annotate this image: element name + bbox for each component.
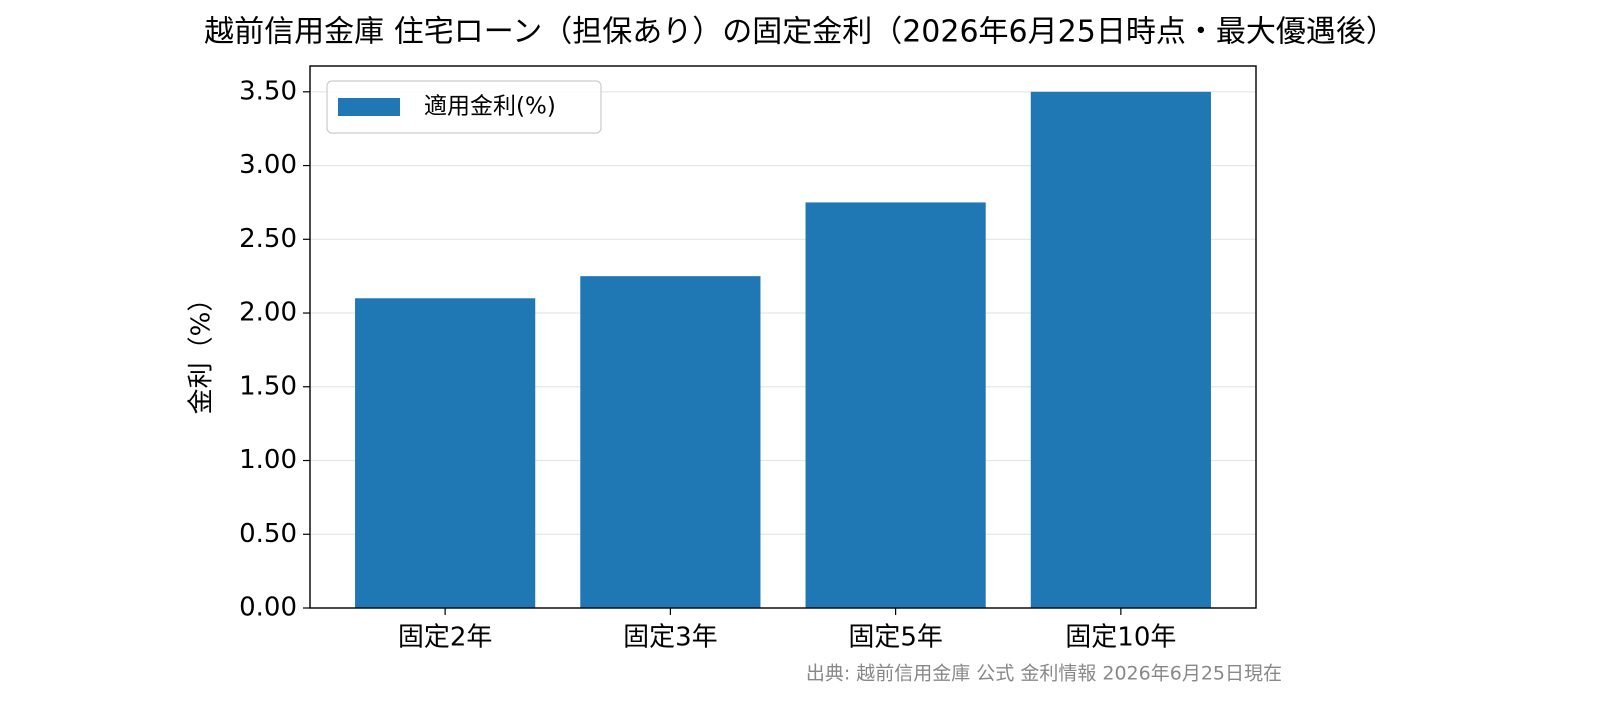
y-tick-label: 0.00 [239,593,297,623]
legend-box [326,80,602,134]
x-tick-label: 固定10年 [1065,623,1176,653]
y-tick-label: 1.50 [239,371,297,401]
x-tick-label: 固定2年 [398,623,493,653]
y-tick-label: 2.50 [239,224,297,254]
y-tick-label: 1.00 [239,445,297,475]
legend-swatch [338,98,400,116]
source-note: 出典: 越前信用金庫 公式 金利情報 2026年6月25日現在 [806,663,1282,685]
plot-frame [309,65,1257,609]
chart-title: 越前信用金庫 住宅ローン（担保あり）の固定金利（2026年6月25日時点・最大優… [204,15,1396,50]
y-tick-label: 3.00 [239,150,297,180]
y-tick-label: 0.50 [239,519,297,549]
bar [355,298,536,608]
x-tick-label: 固定3年 [623,623,718,653]
bar [580,276,761,608]
x-tick-label: 固定5年 [848,623,943,653]
y-tick-label: 2.00 [239,298,297,328]
y-tick-label: 3.50 [239,76,297,106]
y-axis-label: 金利（%） [187,286,217,415]
bar [1030,91,1211,609]
legend-label: 適用金利(%) [424,94,556,120]
bar [805,202,986,609]
